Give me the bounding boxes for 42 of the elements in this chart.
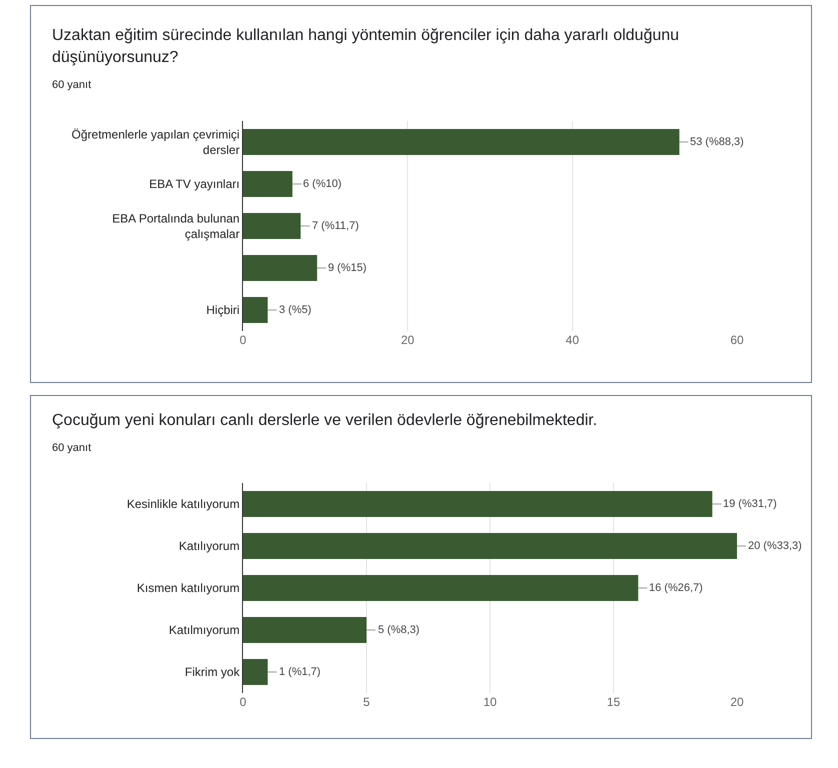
y-tick-label: Kesinlikle katılıyorum (126, 497, 240, 512)
bar (243, 490, 712, 518)
data-label: 6 (%10) (303, 178, 342, 190)
y-tick-label: Kısmen katılıyorum (136, 581, 240, 596)
bar (243, 212, 301, 240)
bar (243, 170, 292, 198)
x-tick-label: 0 (240, 695, 247, 709)
bar (243, 574, 638, 602)
y-tick-label: Hiçbiri (206, 303, 240, 318)
bar (243, 296, 268, 324)
bar (243, 616, 366, 644)
x-tick-label: 10 (483, 695, 497, 709)
bar (243, 658, 268, 686)
y-tick-label: EBA Portalında bulunan çalışmalar (112, 211, 240, 241)
data-label: 5 (%8,3) (378, 624, 420, 636)
text: 60 yanıt (52, 79, 92, 92)
data-label: 20 (%33,3) (748, 540, 802, 552)
data-label: 1 (%1,7) (279, 666, 321, 678)
y-tick-label: Fikrim yok (184, 665, 241, 680)
data-label: 3 (%5) (279, 304, 312, 316)
bar (243, 532, 737, 560)
x-tick-label: 0 (240, 333, 247, 347)
data-label: 9 (%15) (328, 262, 367, 274)
data-label: 16 (%26,7) (649, 582, 703, 594)
y-tick-label: Katılıyorum (178, 539, 240, 554)
data-label: 53 (%88,3) (690, 136, 744, 148)
x-tick-label: 40 (566, 333, 580, 347)
bar (243, 254, 318, 282)
y-tick-label: Katılmıyorum (168, 623, 240, 638)
x-tick-label: 15 (606, 695, 620, 709)
chart-title: Uzaktan eğitim sürecinde kullanılan hangi yöntemin öğrenciler için daha yararlı olduğunu düşünüyorsunuz? (52, 26, 680, 68)
x-tick-label: 5 (363, 695, 370, 709)
y-tick-label: EBA TV yayınları (149, 177, 240, 192)
x-tick-label: 20 (400, 333, 415, 347)
x-tick-label: 60 (730, 333, 744, 347)
text: 60 yanıt (52, 442, 92, 455)
chart-title: Çocuğum yeni konuları canlı derslerle ve verilen ödevlerle öğrenebilmektedir. (52, 411, 598, 431)
x-tick-label: 20 (730, 695, 744, 709)
y-tick-label: Öğretmenlerle yapılan çevrimiçi dersler (72, 127, 240, 157)
bar (243, 128, 680, 156)
data-label: 19 (%31,7) (723, 498, 777, 510)
data-label: 7 (%11,7) (312, 220, 359, 232)
